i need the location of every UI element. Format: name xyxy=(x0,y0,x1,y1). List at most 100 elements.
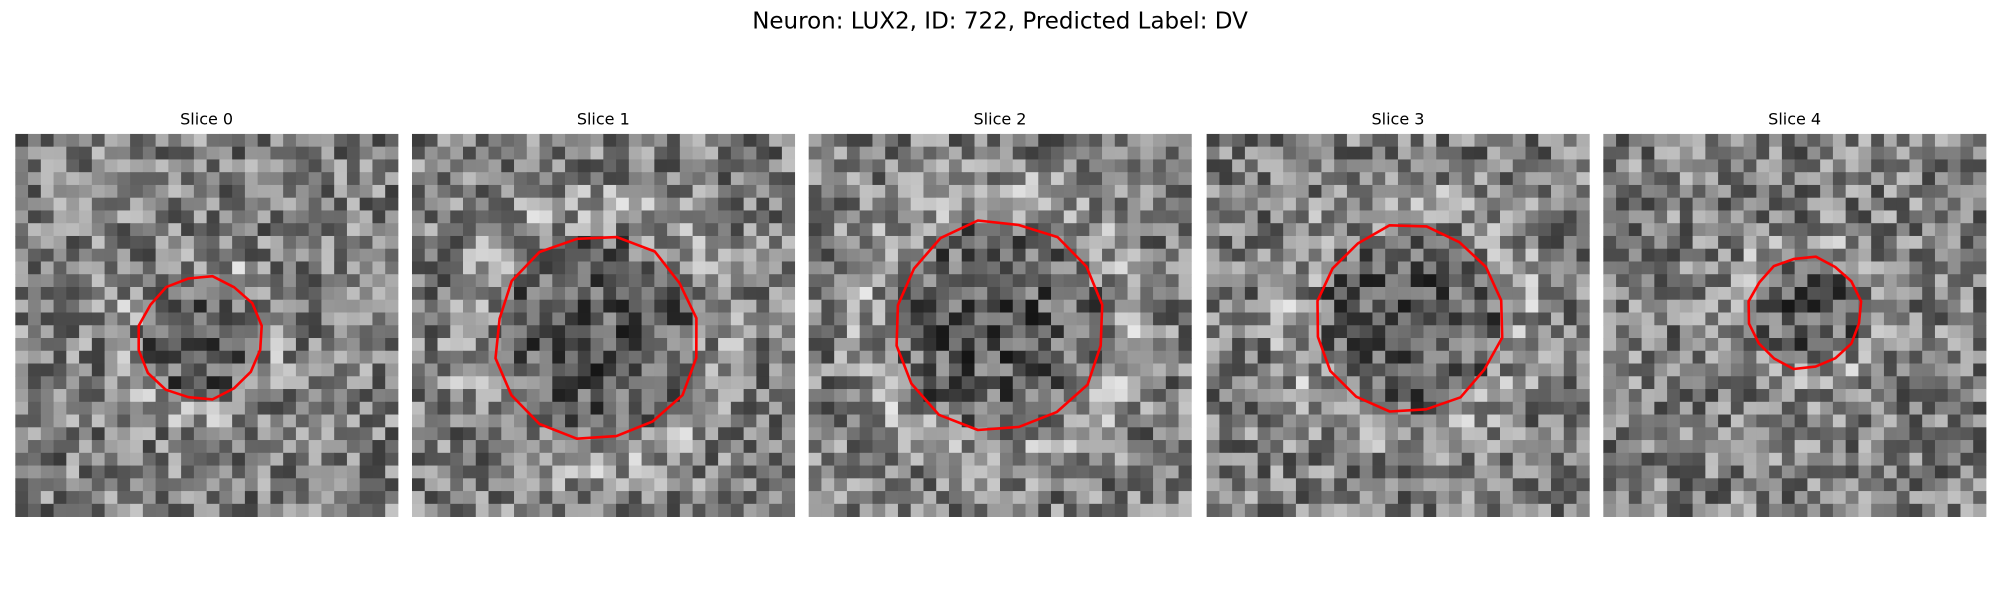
pixel xyxy=(1076,312,1090,326)
pixel xyxy=(1909,210,1923,224)
pixel xyxy=(206,299,220,313)
pixel xyxy=(769,261,783,275)
pixel xyxy=(1858,312,1872,326)
pixel xyxy=(526,146,540,160)
pixel xyxy=(28,133,42,148)
pixel xyxy=(450,503,464,517)
pixel xyxy=(769,363,783,377)
pixel xyxy=(1807,414,1821,428)
pixel xyxy=(1641,159,1655,173)
pixel xyxy=(910,440,924,454)
pixel xyxy=(463,312,477,326)
pixel xyxy=(730,197,745,211)
pixel xyxy=(1308,184,1322,199)
pixel xyxy=(769,172,783,186)
pixel xyxy=(1308,210,1322,224)
pixel xyxy=(1244,491,1259,505)
pixel xyxy=(193,338,208,352)
pixel xyxy=(692,172,706,186)
pixel xyxy=(526,389,540,403)
pixel xyxy=(590,274,604,288)
pixel xyxy=(514,248,528,262)
pixel xyxy=(1063,503,1077,517)
pixel xyxy=(206,223,220,237)
pixel xyxy=(79,223,93,237)
pixel xyxy=(1385,491,1399,505)
pixel xyxy=(846,159,861,173)
pixel xyxy=(450,338,464,352)
pixel xyxy=(1845,223,1859,237)
pixel xyxy=(15,299,29,313)
pixel xyxy=(1461,401,1475,415)
pixel xyxy=(1244,172,1259,186)
pixel xyxy=(1461,427,1475,441)
pixel xyxy=(667,274,681,288)
pixel xyxy=(1628,465,1642,479)
pixel xyxy=(948,465,963,479)
pixel xyxy=(181,491,195,505)
pixel xyxy=(1538,248,1552,262)
pixel xyxy=(1487,159,1501,173)
pixel xyxy=(1346,350,1361,364)
pixel xyxy=(1012,133,1026,148)
pixel xyxy=(450,363,464,377)
pixel xyxy=(1756,452,1770,466)
pixel xyxy=(692,248,706,262)
pixel xyxy=(117,363,131,377)
pixel xyxy=(1423,197,1437,211)
pixel xyxy=(206,363,220,377)
pixel xyxy=(923,197,937,211)
pixel xyxy=(308,440,322,454)
pixel xyxy=(1756,184,1770,199)
pixel xyxy=(692,274,706,288)
pixel xyxy=(808,350,822,364)
pixel xyxy=(1820,248,1834,262)
pixel xyxy=(628,350,642,364)
pixel xyxy=(424,312,438,326)
pixel xyxy=(1295,312,1310,326)
pixel xyxy=(1692,389,1706,403)
pixel xyxy=(1858,223,1872,237)
pixel xyxy=(1551,146,1565,160)
pixel xyxy=(1922,223,1936,237)
pixel xyxy=(1165,376,1179,390)
pixel xyxy=(1756,172,1770,186)
pixel xyxy=(692,235,706,250)
pixel xyxy=(1654,350,1668,364)
pixel xyxy=(1140,503,1154,517)
pixel xyxy=(859,401,873,415)
pixel xyxy=(514,427,528,441)
pixel xyxy=(781,389,796,403)
pixel xyxy=(1563,414,1577,428)
pixel xyxy=(424,478,438,492)
pixel xyxy=(15,503,29,517)
pixel xyxy=(1232,274,1246,288)
pixel xyxy=(1500,503,1514,517)
pixel xyxy=(1178,299,1192,313)
pixel xyxy=(846,299,861,313)
pixel xyxy=(359,146,373,160)
pixel xyxy=(718,235,732,250)
pixel xyxy=(565,146,579,160)
pixel xyxy=(1858,133,1872,148)
pixel xyxy=(1973,325,1987,339)
pixel xyxy=(219,210,233,224)
pixel xyxy=(885,363,899,377)
pixel xyxy=(1102,350,1116,364)
pixel xyxy=(667,465,681,479)
pixel xyxy=(1232,197,1246,211)
pixel xyxy=(730,184,745,199)
pixel xyxy=(385,389,399,403)
pixel xyxy=(859,427,873,441)
pixel xyxy=(1794,286,1808,301)
panel: Slice 3 xyxy=(1206,109,1590,517)
pixel xyxy=(130,172,144,186)
pixel xyxy=(1718,503,1732,517)
pixel xyxy=(1538,389,1552,403)
pixel xyxy=(117,197,131,211)
pixel xyxy=(1000,299,1014,313)
pixel xyxy=(1858,210,1872,224)
pixel xyxy=(603,389,617,403)
pixel xyxy=(821,338,835,352)
pixel xyxy=(1487,248,1501,262)
